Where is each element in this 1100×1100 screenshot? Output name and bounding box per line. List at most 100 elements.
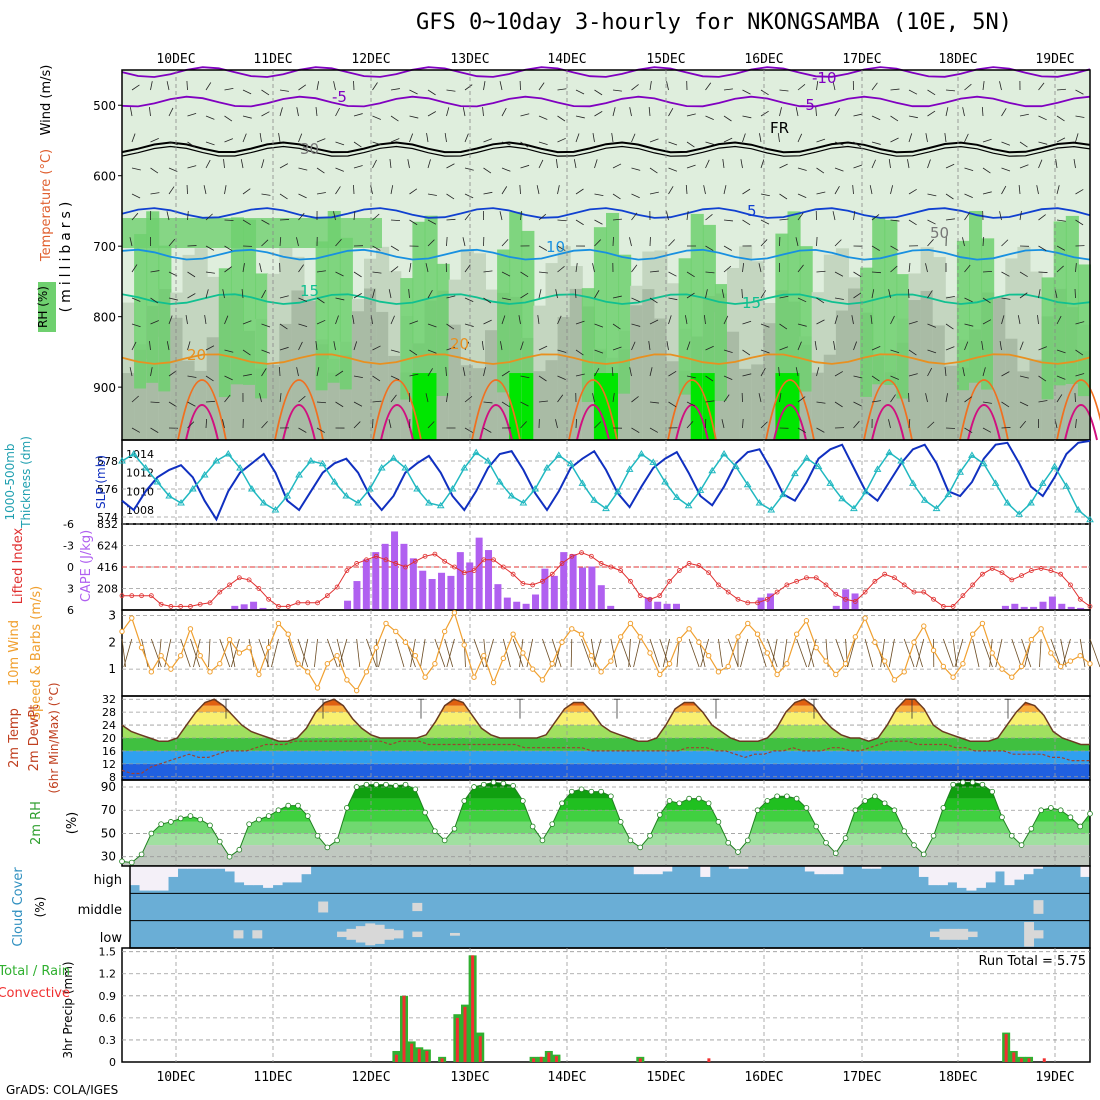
- wind-barb: [242, 263, 245, 273]
- isotherm-line: [274, 379, 324, 441]
- precip-conv-bar: [539, 1056, 543, 1062]
- thickness-point: [684, 501, 693, 509]
- cape-bar: [372, 552, 380, 610]
- wind-barb: [279, 323, 288, 330]
- thickness-point: [247, 485, 256, 492]
- lifted-index-point: [276, 604, 281, 609]
- wind-speed-point: [666, 661, 673, 667]
- wind-barb: [388, 289, 392, 299]
- wind-barb: [168, 297, 178, 301]
- wind-barb: [648, 107, 651, 117]
- wind-speed-point: [842, 661, 849, 667]
- rh-band: [400, 278, 414, 400]
- rh-band: [630, 305, 644, 440]
- wind-barb: [816, 167, 825, 174]
- rh-band: [303, 301, 317, 440]
- thickness-point: [413, 485, 422, 492]
- wind-speed-point: [295, 661, 301, 667]
- wind-barb: [594, 323, 604, 328]
- wind-barb: [390, 219, 401, 222]
- wind-barb: [760, 89, 769, 96]
- lifted-index-point: [774, 589, 780, 595]
- thickness-line: [121, 451, 1091, 521]
- lifted-index-point: [686, 561, 692, 566]
- wind-barb: [150, 138, 159, 143]
- wind-barb: [356, 638, 361, 668]
- cloud-level-label: high: [94, 873, 122, 888]
- wind-barb: [964, 83, 972, 91]
- wind-barb: [131, 212, 139, 221]
- rh-point: [744, 837, 751, 844]
- rh-line: [121, 781, 1091, 864]
- wind-barb: [193, 638, 201, 668]
- date-label-bottom: 14DEC: [547, 1070, 586, 1085]
- isotherm-label: FR: [770, 119, 789, 137]
- rh-point: [1038, 807, 1044, 814]
- rh-point: [148, 830, 155, 837]
- wind-barb: [890, 245, 899, 251]
- wind-barb: [186, 80, 188, 91]
- rh-point: [529, 823, 536, 830]
- lifted-index-point: [784, 582, 790, 588]
- wind-barb: [982, 638, 993, 668]
- lifted-index-point: [305, 600, 311, 606]
- panel-label: (%): [33, 897, 47, 918]
- wind-barb: [927, 89, 936, 96]
- rh-point: [999, 814, 1005, 820]
- cloud-cell: [643, 866, 654, 875]
- thickness-point: [1038, 479, 1047, 486]
- rh-band: [122, 810, 1090, 822]
- wind-barb: [372, 82, 378, 91]
- wind-barb: [945, 346, 955, 351]
- wind-barb: [204, 315, 207, 325]
- wind-barb: [557, 219, 567, 222]
- lifted-index-point: [764, 596, 770, 602]
- isotherm-line: [121, 145, 1091, 157]
- wind-barb: [501, 315, 506, 325]
- panel-label: 3hr Precip (mm): [61, 961, 75, 1058]
- wind-barb: [224, 88, 234, 91]
- lifted-index-point: [892, 575, 897, 581]
- isotherm-line: [282, 404, 316, 441]
- wind-barb: [612, 295, 622, 299]
- wind-barb: [315, 341, 318, 351]
- wind-barb: [261, 289, 267, 299]
- wind-barb: [409, 89, 418, 95]
- y-tick-label: 0: [109, 1056, 116, 1069]
- rh-band: [230, 217, 244, 385]
- wind-speed-point: [784, 661, 790, 667]
- rh-point: [617, 819, 624, 825]
- isotherm-line: [479, 404, 513, 441]
- thickness-point: [259, 499, 268, 506]
- thickness-point: [224, 450, 233, 457]
- wind-speed-point: [353, 687, 360, 694]
- cape-bar: [1030, 606, 1038, 610]
- lifted-index-point: [491, 557, 496, 563]
- wind-barb: [314, 638, 318, 668]
- thickness-point: [425, 499, 433, 506]
- wind-barb: [631, 193, 640, 199]
- wind-barb: [999, 341, 1002, 351]
- wind-speed-point: [637, 634, 643, 640]
- wind-barb: [408, 289, 410, 299]
- rh-point: [813, 823, 820, 830]
- wind-barb: [520, 292, 529, 299]
- wind-barb: [483, 297, 492, 304]
- cloud-cell: [253, 866, 264, 886]
- cape-bar: [1011, 603, 1019, 610]
- wind-barb: [353, 184, 355, 195]
- y-tick-label: 1: [108, 662, 116, 676]
- lifted-index-point: [598, 561, 604, 566]
- wind-barb: [871, 245, 880, 251]
- rh-point: [334, 837, 340, 844]
- wind-barb: [168, 186, 175, 195]
- wind-barb: [723, 394, 730, 403]
- cloud-cell: [1013, 866, 1024, 880]
- rh-point: [226, 853, 233, 860]
- rh-point: [823, 839, 829, 846]
- wind-barb: [229, 638, 236, 668]
- wind-barb: [187, 165, 197, 169]
- wind-barb: [446, 323, 455, 330]
- wind-speed-point: [236, 650, 243, 656]
- wind-barb: [557, 245, 566, 251]
